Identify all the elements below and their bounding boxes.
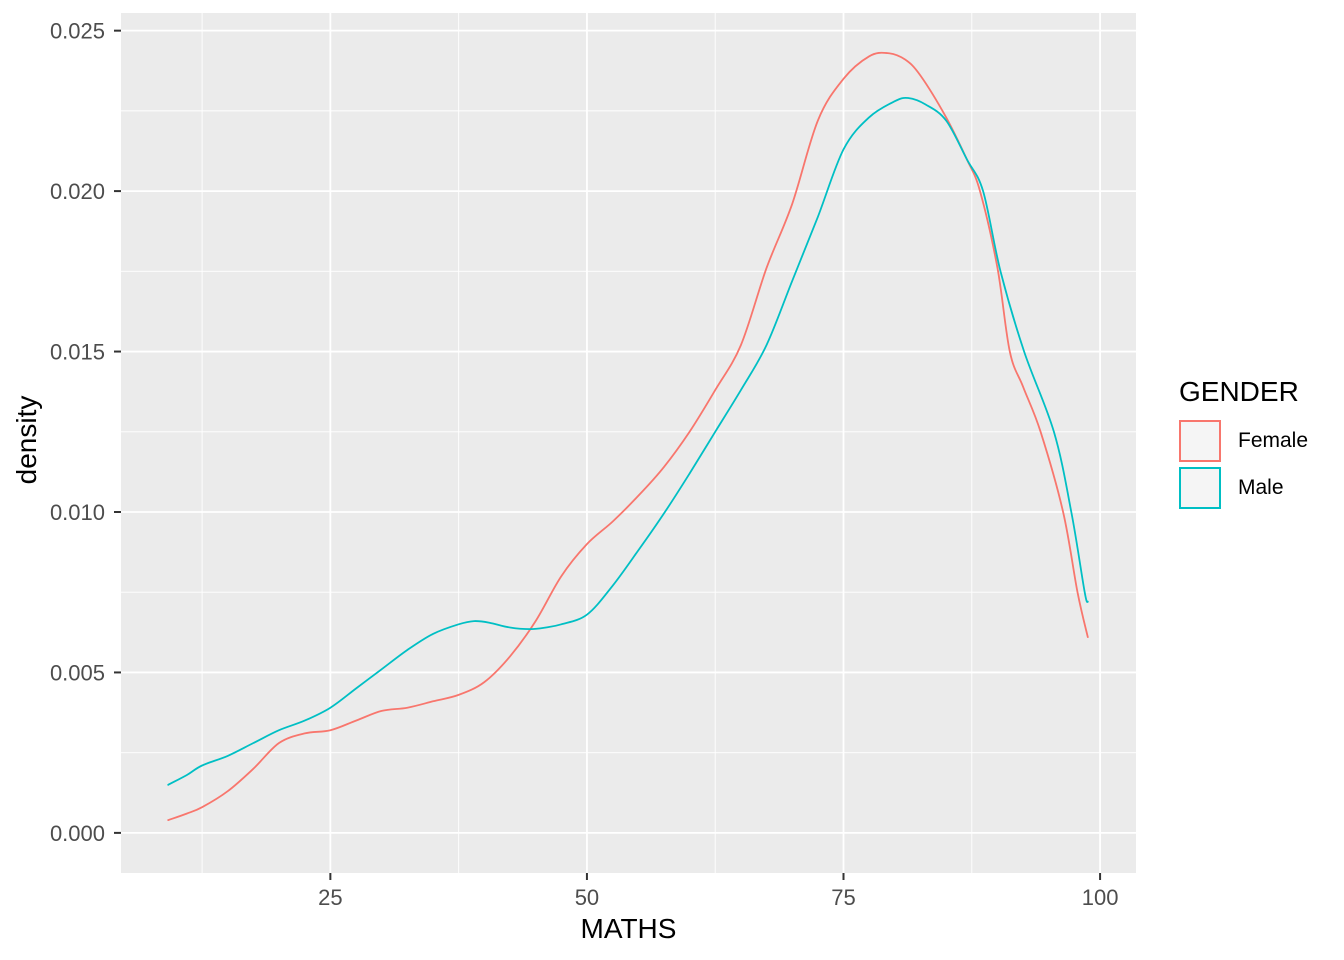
density-curve-female	[167, 51, 1089, 821]
panel-background	[121, 13, 1136, 873]
x-tick-label: 25	[318, 885, 342, 910]
y-tick-label: 0.000	[50, 821, 105, 846]
legend-label-female: Female	[1238, 429, 1309, 452]
x-axis-title: MATHS	[580, 913, 677, 944]
legend-item-male: Male	[1179, 467, 1308, 509]
x-tick-label: 75	[831, 885, 855, 910]
x-tick-label: 100	[1082, 885, 1119, 910]
y-axis-title: density	[11, 395, 42, 485]
legend-title: GENDER	[1179, 376, 1299, 407]
legend-key-female	[1179, 420, 1221, 462]
density-curve-male	[167, 96, 1089, 786]
y-tick-label: 0.005	[50, 660, 105, 685]
legend-item-female: Female	[1179, 420, 1308, 462]
y-tick-label: 0.020	[50, 179, 105, 204]
y-tick-label: 0.010	[50, 500, 105, 525]
y-tick-label: 0.015	[50, 340, 105, 365]
y-tick-label: 0.025	[50, 19, 105, 44]
legend-key-male	[1179, 467, 1221, 509]
legend: GENDER Female Male	[1179, 377, 1308, 514]
x-tick-label: 50	[575, 885, 599, 910]
legend-label-male: Male	[1238, 476, 1284, 499]
